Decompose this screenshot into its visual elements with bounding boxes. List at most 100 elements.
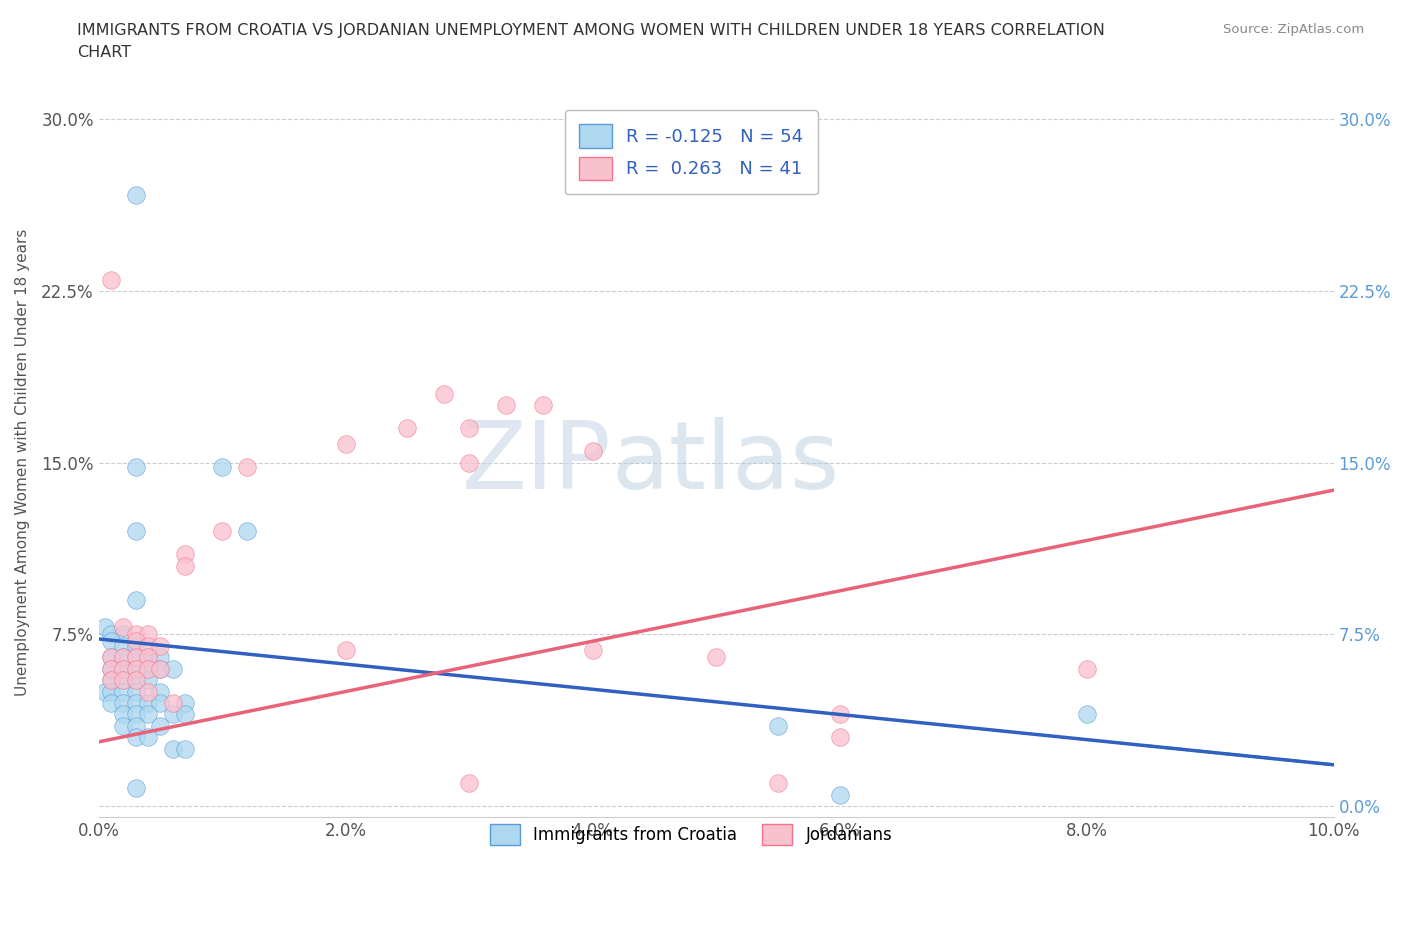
Point xyxy=(1076,661,1098,676)
Point xyxy=(149,638,172,653)
Point xyxy=(236,524,259,538)
Point xyxy=(174,547,197,562)
Point xyxy=(136,661,159,676)
Point xyxy=(211,459,233,474)
Point xyxy=(112,672,135,687)
Text: Source: ZipAtlas.com: Source: ZipAtlas.com xyxy=(1223,23,1364,36)
Point xyxy=(124,627,146,642)
Point xyxy=(174,741,197,756)
Point xyxy=(100,650,122,665)
Point xyxy=(149,661,172,676)
Point xyxy=(136,684,159,699)
Point xyxy=(100,661,122,676)
Point xyxy=(136,650,159,665)
Point xyxy=(136,707,159,722)
Point xyxy=(112,696,135,711)
Point xyxy=(136,627,159,642)
Point xyxy=(136,661,159,676)
Point xyxy=(100,627,122,642)
Point xyxy=(495,398,517,413)
Point xyxy=(112,638,135,653)
Point xyxy=(124,661,146,676)
Point xyxy=(112,719,135,734)
Point xyxy=(335,643,357,658)
Point xyxy=(458,776,481,790)
Point xyxy=(112,672,135,687)
Point xyxy=(149,696,172,711)
Point xyxy=(124,696,146,711)
Point xyxy=(162,707,184,722)
Point xyxy=(100,672,122,687)
Point xyxy=(136,730,159,745)
Point xyxy=(124,633,146,648)
Point xyxy=(211,524,233,538)
Point xyxy=(162,661,184,676)
Point xyxy=(335,437,357,452)
Point xyxy=(112,650,135,665)
Point xyxy=(174,707,197,722)
Point xyxy=(174,558,197,573)
Point xyxy=(149,684,172,699)
Y-axis label: Unemployment Among Women with Children Under 18 years: Unemployment Among Women with Children U… xyxy=(15,229,30,697)
Point xyxy=(100,650,122,665)
Point xyxy=(433,387,456,402)
Point xyxy=(124,707,146,722)
Point xyxy=(136,638,159,653)
Point xyxy=(112,684,135,699)
Point xyxy=(124,592,146,607)
Text: IMMIGRANTS FROM CROATIA VS JORDANIAN UNEMPLOYMENT AMONG WOMEN WITH CHILDREN UNDE: IMMIGRANTS FROM CROATIA VS JORDANIAN UNE… xyxy=(77,23,1105,38)
Point xyxy=(136,696,159,711)
Point xyxy=(100,684,122,699)
Point xyxy=(149,719,172,734)
Point xyxy=(124,524,146,538)
Point xyxy=(828,787,851,802)
Point xyxy=(100,661,122,676)
Point xyxy=(581,643,603,658)
Point xyxy=(124,780,146,795)
Point xyxy=(94,684,117,699)
Point xyxy=(124,684,146,699)
Point xyxy=(124,730,146,745)
Point xyxy=(124,638,146,653)
Point xyxy=(124,719,146,734)
Point xyxy=(136,672,159,687)
Legend: Immigrants from Croatia, Jordanians: Immigrants from Croatia, Jordanians xyxy=(477,811,905,858)
Point xyxy=(124,459,146,474)
Point xyxy=(828,730,851,745)
Point xyxy=(581,444,603,458)
Point xyxy=(458,456,481,471)
Point xyxy=(531,398,554,413)
Point xyxy=(458,421,481,436)
Point xyxy=(124,672,146,687)
Point xyxy=(174,696,197,711)
Point xyxy=(124,672,146,687)
Point xyxy=(162,741,184,756)
Point xyxy=(94,620,117,635)
Point xyxy=(396,421,419,436)
Point xyxy=(100,633,122,648)
Point xyxy=(112,707,135,722)
Point xyxy=(149,661,172,676)
Point xyxy=(136,650,159,665)
Point xyxy=(112,627,135,642)
Point xyxy=(162,696,184,711)
Point xyxy=(124,188,146,203)
Point xyxy=(766,776,789,790)
Point xyxy=(100,272,122,287)
Point xyxy=(112,661,135,676)
Text: ZIP: ZIP xyxy=(461,417,612,509)
Point xyxy=(100,696,122,711)
Point xyxy=(1076,707,1098,722)
Point xyxy=(112,661,135,676)
Point xyxy=(236,459,259,474)
Point xyxy=(149,650,172,665)
Text: CHART: CHART xyxy=(77,45,131,60)
Point xyxy=(828,707,851,722)
Point xyxy=(124,661,146,676)
Point xyxy=(112,620,135,635)
Point xyxy=(704,650,727,665)
Point xyxy=(766,719,789,734)
Point xyxy=(112,650,135,665)
Point xyxy=(124,650,146,665)
Text: atlas: atlas xyxy=(612,417,839,509)
